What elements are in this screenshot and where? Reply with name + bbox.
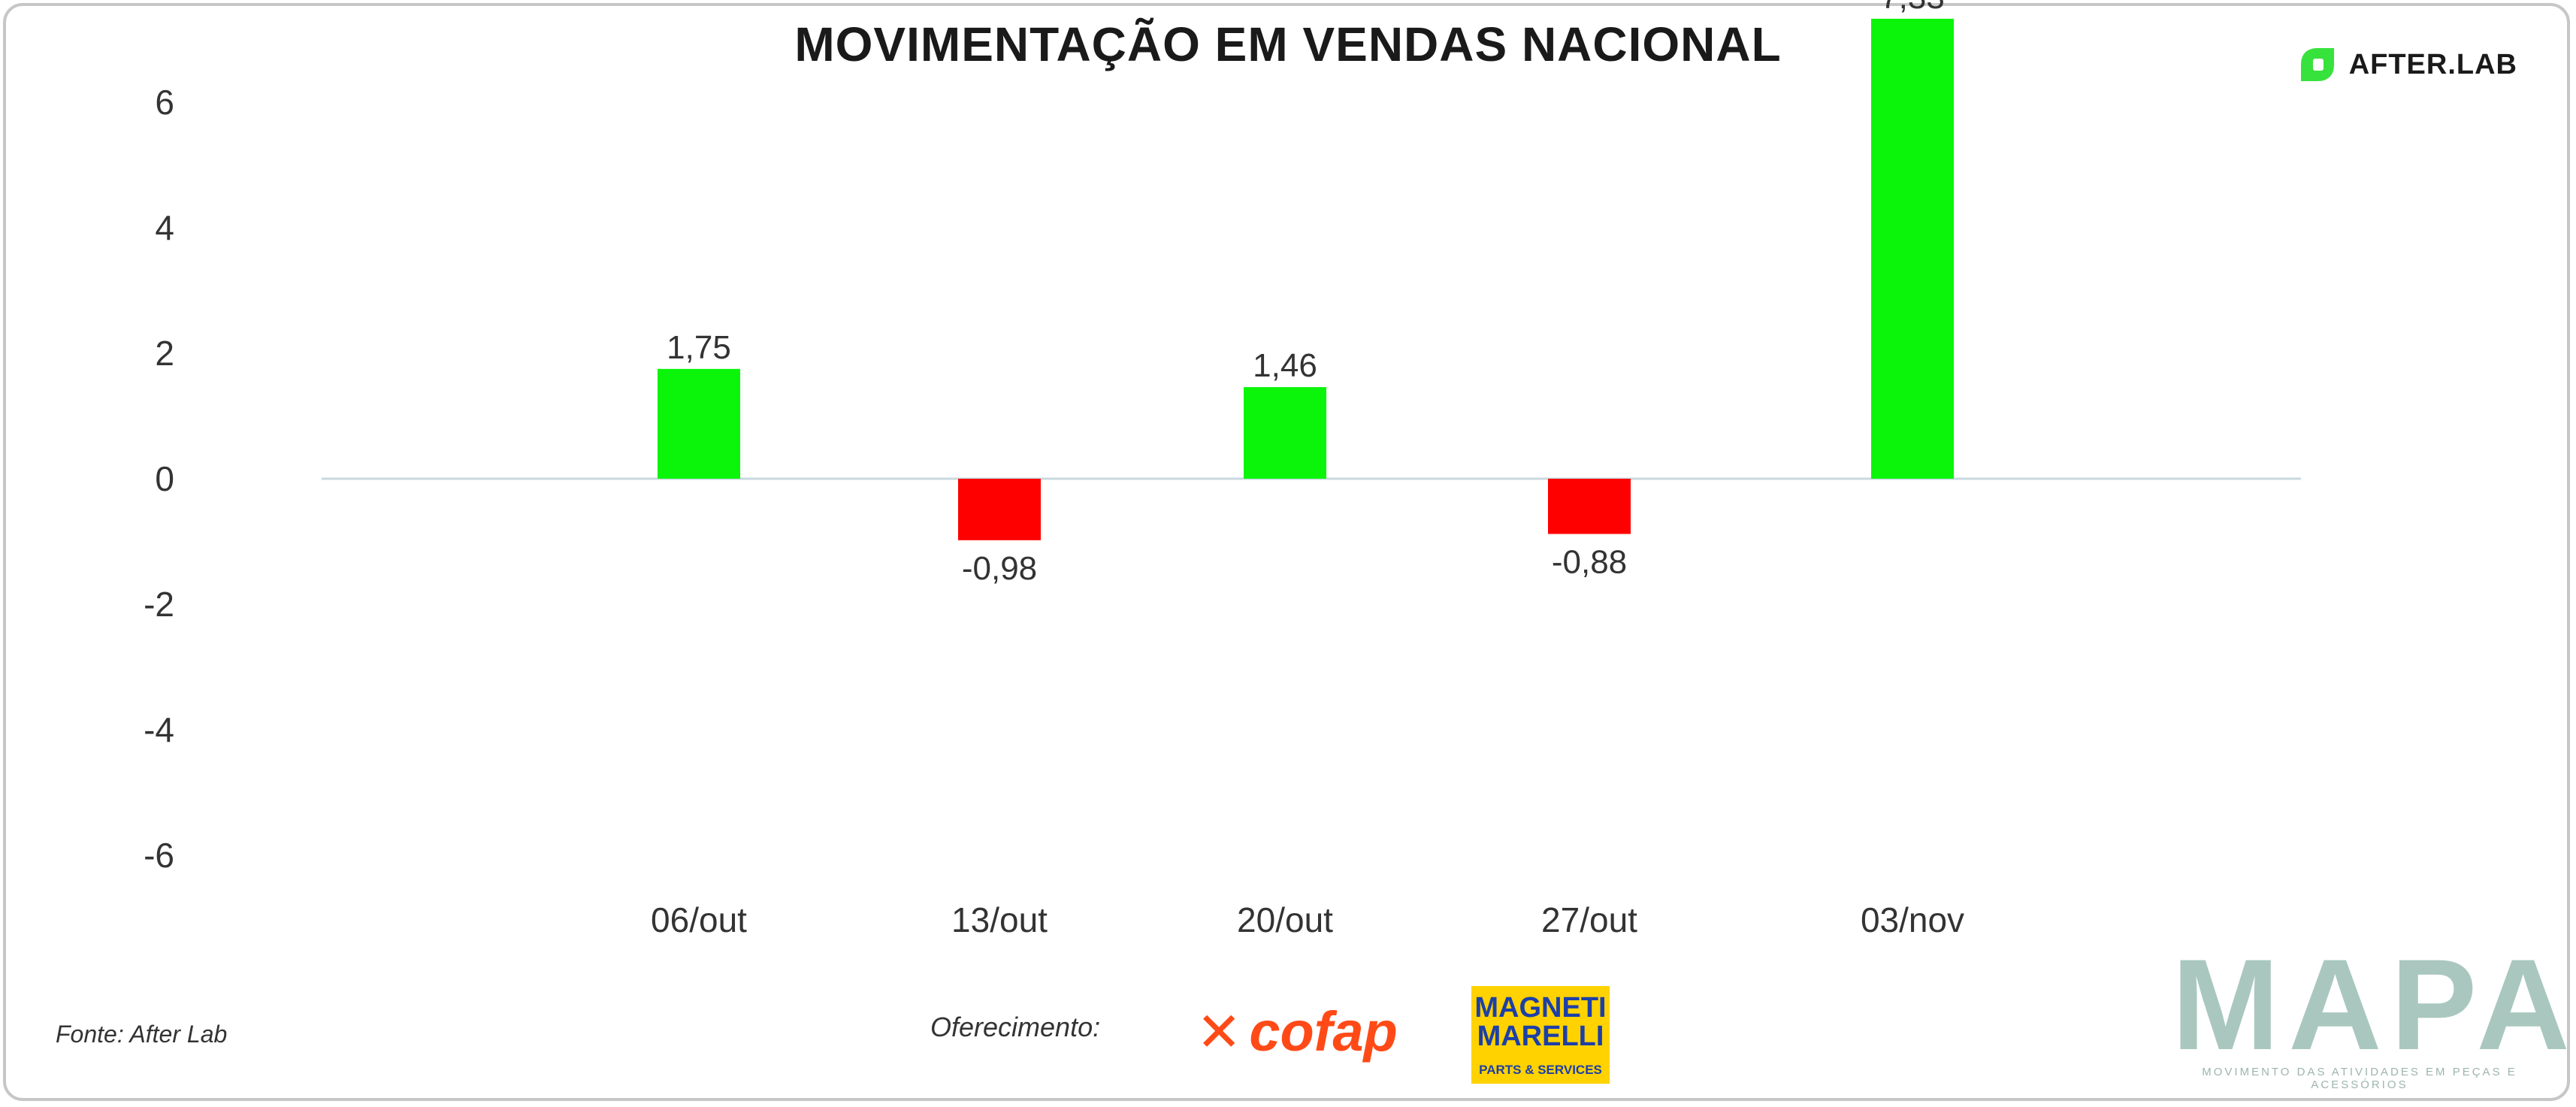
data-label: -0,88 [1552,543,1627,580]
sponsor-label: Oferecimento: [930,1012,1101,1042]
x-tick-label: 27/out [1541,900,1637,939]
magneti-marelli-logo: MAGNETI MARELLI PARTS & SERVICES [1471,986,1610,1084]
chart-title: MOVIMENTAÇÃO EM VENDAS NACIONAL [794,17,1782,71]
bar [658,368,740,479]
bar [1548,479,1631,534]
y-tick-label: 2 [155,334,174,373]
data-label: 1,46 [1253,347,1317,384]
x-tick-label: 03/nov [1861,900,1964,939]
mapa-logo-subtitle: MOVIMENTO DAS ATIVIDADES EM PEÇAS E ACES… [2202,1066,2517,1091]
y-tick-label: -6 [144,836,174,875]
data-label: 7,33 [1880,0,1945,16]
cofap-logo: ✕ cofap [1196,1004,1398,1060]
magneti-marelli-sub: PARTS & SERVICES [1479,1063,1602,1077]
magneti-marelli-name: MAGNETI MARELLI [1474,992,1607,1052]
bar [1244,387,1326,479]
cofap-logo-text: cofap [1249,1000,1398,1063]
data-label: -0,98 [962,550,1037,587]
x-tick-label: 20/out [1237,900,1333,939]
y-tick-label: 4 [155,208,174,247]
bar [958,479,1041,540]
afterlab-icon [2300,48,2334,81]
mapa-logo-word: MAPA [2172,933,2576,1077]
bar-chart: 6 4 2 0 -2 -4 -6 1,75 06/out -0,98 13/out 1,46 20/ou… [144,0,2301,939]
y-tick-label: -4 [144,710,174,749]
y-tick-label: 0 [155,459,174,498]
afterlab-logo-text: AFTER.LAB [2348,48,2517,80]
source-note: Fonte: After Lab [56,1021,228,1048]
x-tick-label: 13/out [951,900,1048,939]
mapa-logo: MAPA MOVIMENTO DAS ATIVIDADES EM PEÇAS E… [2172,933,2576,1091]
afterlab-logo: AFTER.LAB [2295,44,2517,86]
chart-frame [3,3,2570,1101]
cofap-x-icon: ✕ [1196,1000,1242,1063]
data-label: 1,75 [667,329,731,366]
y-tick-label: 6 [155,83,174,122]
x-tick-label: 06/out [651,900,747,939]
y-tick-label: -2 [144,585,174,624]
bar [1871,18,1954,479]
